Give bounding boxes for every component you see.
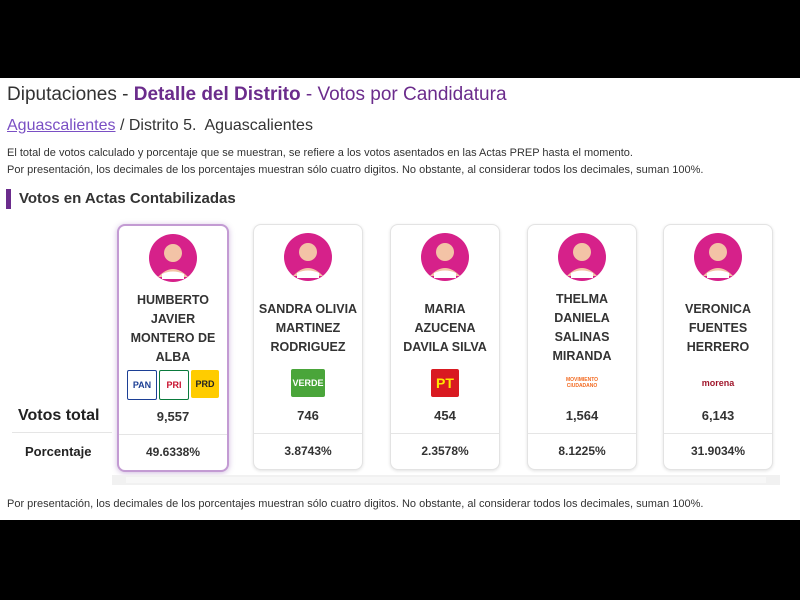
votes: 1,564 bbox=[565, 408, 599, 423]
page: Diputaciones - Detalle del Distrito - Vo… bbox=[0, 78, 800, 520]
party-logo: morena bbox=[700, 369, 736, 397]
votes: 746 bbox=[297, 408, 319, 423]
breadcrumb-link[interactable]: Aguascalientes bbox=[7, 117, 116, 134]
avatar bbox=[558, 233, 606, 281]
candidate-name: THELMA DANIELA SALINAS MIRANDA bbox=[552, 292, 612, 363]
candidate-card[interactable]: THELMA DANIELA SALINAS MIRANDA MOVIMIENTO… bbox=[527, 224, 637, 470]
row-label: Votos total bbox=[18, 407, 100, 424]
candidate-name: HUMBERTO JAVIER MONTERO DE ALBA bbox=[130, 293, 216, 364]
footer-note: Por presentación, los decimales de los p… bbox=[7, 498, 704, 510]
candidate-name: MARIA AZUCENA DAVILA SILVA bbox=[403, 301, 487, 354]
votes: 6,143 bbox=[701, 408, 735, 423]
party-logos: PT bbox=[391, 369, 499, 397]
candidate-name: VERONICA FUENTES HERRERO bbox=[685, 301, 751, 354]
breadcrumb-text: / Distrito 5. Aguascalientes bbox=[119, 117, 313, 134]
party-logo: VERDE bbox=[291, 369, 325, 397]
separator bbox=[391, 433, 499, 434]
avatar bbox=[149, 234, 197, 282]
party-logo: MOVIMIENTO CIUDADANO bbox=[566, 369, 598, 397]
avatar bbox=[421, 233, 469, 281]
section-title: Votos en Actas Contabilizadas bbox=[6, 189, 236, 209]
party-logos: PAN PRI PRD bbox=[119, 370, 227, 400]
votes: 9,557 bbox=[156, 409, 190, 424]
percentage: 2.3578% bbox=[421, 444, 469, 458]
percentage: 49.6338% bbox=[145, 445, 201, 459]
percentage: 8.1225% bbox=[558, 444, 606, 458]
title: Diputaciones - Detalle del Distrito - Vo… bbox=[7, 84, 507, 106]
note: El total de votos calculado y porcentaje… bbox=[7, 147, 633, 159]
avatar bbox=[694, 233, 742, 281]
title-part: Diputaciones - bbox=[7, 84, 134, 105]
party-logo: PT bbox=[431, 369, 459, 397]
title-part: - Votos por Candidatura bbox=[300, 84, 507, 105]
scrollbar[interactable] bbox=[112, 475, 780, 485]
separator bbox=[664, 433, 772, 434]
note: Por presentación, los decimales de los p… bbox=[7, 164, 704, 176]
party-logos: morena bbox=[664, 369, 772, 397]
percentage: 31.9034% bbox=[690, 444, 746, 458]
candidate-name: SANDRA OLIVIA MARTINEZ RODRIGUEZ bbox=[258, 301, 358, 354]
row-separator bbox=[12, 432, 112, 433]
separator bbox=[528, 433, 636, 434]
votes: 454 bbox=[434, 408, 456, 423]
candidate-card[interactable]: MARIA AZUCENA DAVILA SILVA PT 454 2.3578% bbox=[390, 224, 500, 470]
party-logos: VERDE bbox=[254, 369, 362, 397]
party-logos: MOVIMIENTO CIUDADANO bbox=[528, 369, 636, 397]
candidate-card[interactable]: HUMBERTO JAVIER MONTERO DE ALBA PAN PRI PRD… bbox=[117, 224, 229, 472]
breadcrumb: Aguascalientes / Distrito 5. Aguascalien… bbox=[7, 117, 313, 135]
title-part: Detalle del Distrito bbox=[133, 84, 301, 105]
separator bbox=[119, 434, 227, 435]
avatar bbox=[284, 233, 332, 281]
party-logo: PAN bbox=[127, 370, 157, 400]
candidate-card[interactable]: SANDRA OLIVIA MARTINEZ RODRIGUEZ VERDE 746… bbox=[253, 224, 363, 470]
party-logo: PRI bbox=[159, 370, 189, 400]
separator bbox=[254, 433, 362, 434]
party-logo: PRD bbox=[191, 370, 219, 398]
candidate-card[interactable]: VERONICA FUENTES HERRERO morena 6,143 31.90… bbox=[663, 224, 773, 470]
row-label: Porcentaje bbox=[25, 444, 92, 459]
percentage: 3.8743% bbox=[284, 444, 332, 458]
